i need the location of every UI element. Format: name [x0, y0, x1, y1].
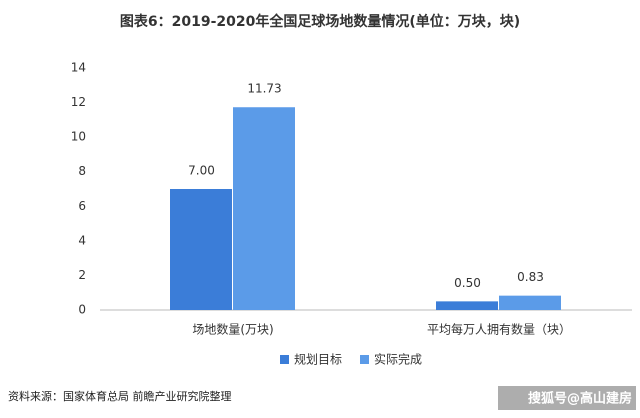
bar	[170, 189, 232, 310]
bar	[233, 107, 295, 310]
x-tick-label: 平均每万人拥有数量（块）	[427, 322, 571, 337]
y-tick-label: 0	[78, 303, 86, 317]
watermark-bg	[498, 386, 636, 410]
y-tick-label: 10	[71, 130, 86, 144]
value-label: 11.73	[247, 82, 281, 96]
chart-title: 图表6：2019-2020年全国足球场地数量情况(单位：万块，块)	[120, 13, 520, 30]
value-label: 0.50	[454, 276, 481, 290]
y-tick-label: 14	[71, 61, 86, 75]
x-tick-label: 场地数量(万块)	[192, 322, 273, 337]
watermark: 搜狐号@高山建房	[528, 391, 632, 407]
value-label: 0.83	[517, 270, 544, 284]
source: 资料来源：国家体育总局 前瞻产业研究院整理	[8, 389, 232, 403]
legend-label: 规划目标	[294, 352, 342, 367]
y-tick-label: 8	[78, 164, 86, 178]
bar	[436, 301, 498, 310]
y-tick-label: 2	[78, 268, 86, 282]
y-tick-label: 6	[78, 199, 86, 213]
y-tick-label: 12	[71, 95, 86, 109]
legend-label: 实际完成	[374, 352, 422, 367]
y-tick-label: 4	[78, 233, 86, 247]
bar	[499, 295, 561, 310]
legend-swatch	[280, 355, 289, 364]
value-label: 7.00	[188, 164, 215, 178]
legend-swatch	[360, 355, 369, 364]
